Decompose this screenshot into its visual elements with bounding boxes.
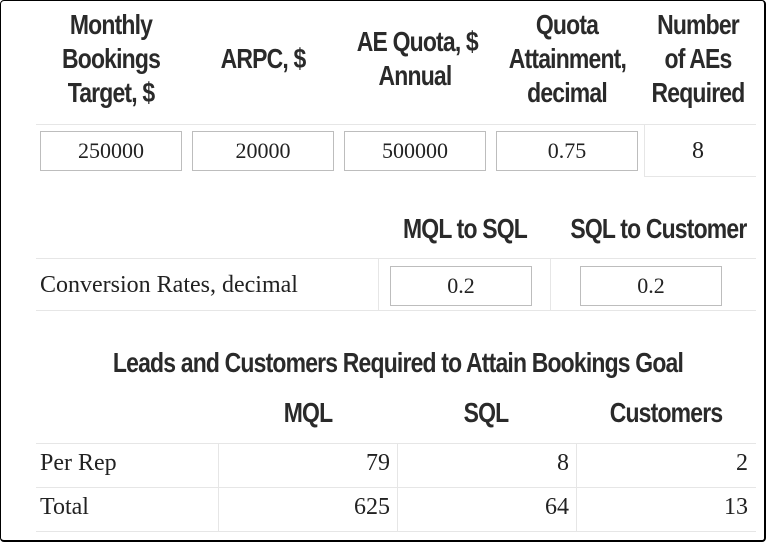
per-rep-sql-value: 8 <box>557 450 569 476</box>
header-line: Number <box>657 9 740 40</box>
mql-to-sql-input[interactable] <box>390 266 532 306</box>
header-line: SQL to Customer <box>570 213 747 244</box>
header-number-of-aes-required: Number of AEs Required <box>650 8 746 110</box>
monthly-bookings-target-input[interactable] <box>40 131 182 171</box>
header-line: Required <box>651 77 746 108</box>
number-of-aes-required-value: 8 <box>692 138 704 164</box>
header-mql-to-sql: MQL to SQL <box>395 212 534 246</box>
row-label-per-rep: Per Rep <box>40 450 117 476</box>
header-line: ARPC, $ <box>220 43 307 74</box>
total-mql-value: 625 <box>354 494 390 520</box>
header-line: of AEs <box>664 43 733 74</box>
header-line: AE Quota, $ <box>356 26 479 57</box>
sql-to-customer-input[interactable] <box>580 266 722 306</box>
row-divider <box>36 531 756 532</box>
quota-attainment-input[interactable] <box>496 131 638 171</box>
header-arpc: ARPC, $ <box>205 42 321 76</box>
cell-divider <box>378 258 379 310</box>
header-line: Monthly <box>69 9 153 40</box>
header-sql-to-customer: SQL to Customer <box>570 212 747 246</box>
header-line: Target, $ <box>67 77 155 108</box>
row-divider <box>36 443 756 444</box>
total-sql-value: 64 <box>545 494 569 520</box>
header-line: Attainment, <box>508 43 627 74</box>
row-label-total: Total <box>40 494 89 520</box>
cell-divider <box>644 124 645 176</box>
row-divider <box>36 124 756 125</box>
column-header-mql: MQL <box>283 397 333 428</box>
header-line: Quota <box>535 9 599 40</box>
per-rep-customers-value: 2 <box>736 450 748 476</box>
header-line: MQL to SQL <box>402 213 528 244</box>
header-line: Bookings <box>61 43 161 74</box>
arpc-input[interactable] <box>192 131 334 171</box>
leads-section-title: Leads and Customers Required to Attain B… <box>112 347 684 378</box>
column-header-sql: SQL <box>463 397 510 428</box>
row-divider <box>36 310 756 311</box>
per-rep-mql-value: 79 <box>366 450 390 476</box>
header-line: Annual <box>378 60 453 91</box>
row-divider <box>644 176 756 177</box>
header-monthly-bookings-target: Monthly Bookings Target, $ <box>53 8 169 110</box>
cell-divider <box>550 258 551 310</box>
header-quota-attainment: Quota Attainment, decimal <box>508 8 627 110</box>
ae-quota-annual-input[interactable] <box>344 131 486 171</box>
header-ae-quota-annual: AE Quota, $ Annual <box>356 25 479 93</box>
conversion-rates-label: Conversion Rates, decimal <box>40 272 298 298</box>
header-line: decimal <box>527 77 608 108</box>
row-divider <box>36 487 756 488</box>
row-divider <box>36 258 756 259</box>
column-header-customers: Customers <box>609 397 723 428</box>
total-customers-value: 13 <box>724 494 748 520</box>
